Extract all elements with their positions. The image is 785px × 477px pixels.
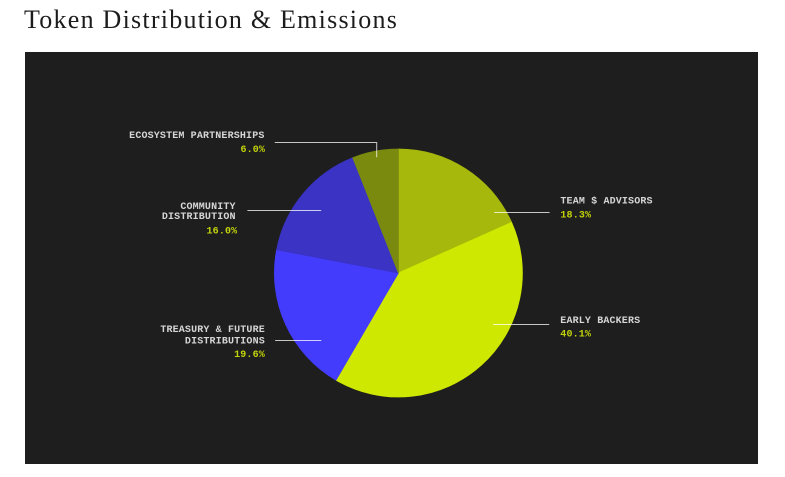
svg-text:6.0%: 6.0% (240, 145, 265, 156)
svg-text:ECOSYSTEM PARTNERSHIPS: ECOSYSTEM PARTNERSHIPS (129, 131, 264, 142)
svg-text:40.1%: 40.1% (560, 329, 591, 340)
svg-text:DISTRIBUTIONS: DISTRIBUTIONS (185, 336, 265, 347)
svg-text:EARLY BACKERS: EARLY BACKERS (560, 316, 640, 327)
svg-text:19.6%: 19.6% (234, 350, 265, 361)
svg-text:18.3%: 18.3% (560, 211, 591, 222)
svg-text:16.0%: 16.0% (207, 227, 238, 238)
svg-text:COMMUNITY: COMMUNITY (180, 202, 235, 213)
svg-text:TEAM $ ADVISORS: TEAM $ ADVISORS (560, 195, 652, 207)
svg-text:TREASURY & FUTURE: TREASURY & FUTURE (160, 325, 265, 336)
svg-text:DISTRIBUTION: DISTRIBUTION (162, 212, 236, 223)
